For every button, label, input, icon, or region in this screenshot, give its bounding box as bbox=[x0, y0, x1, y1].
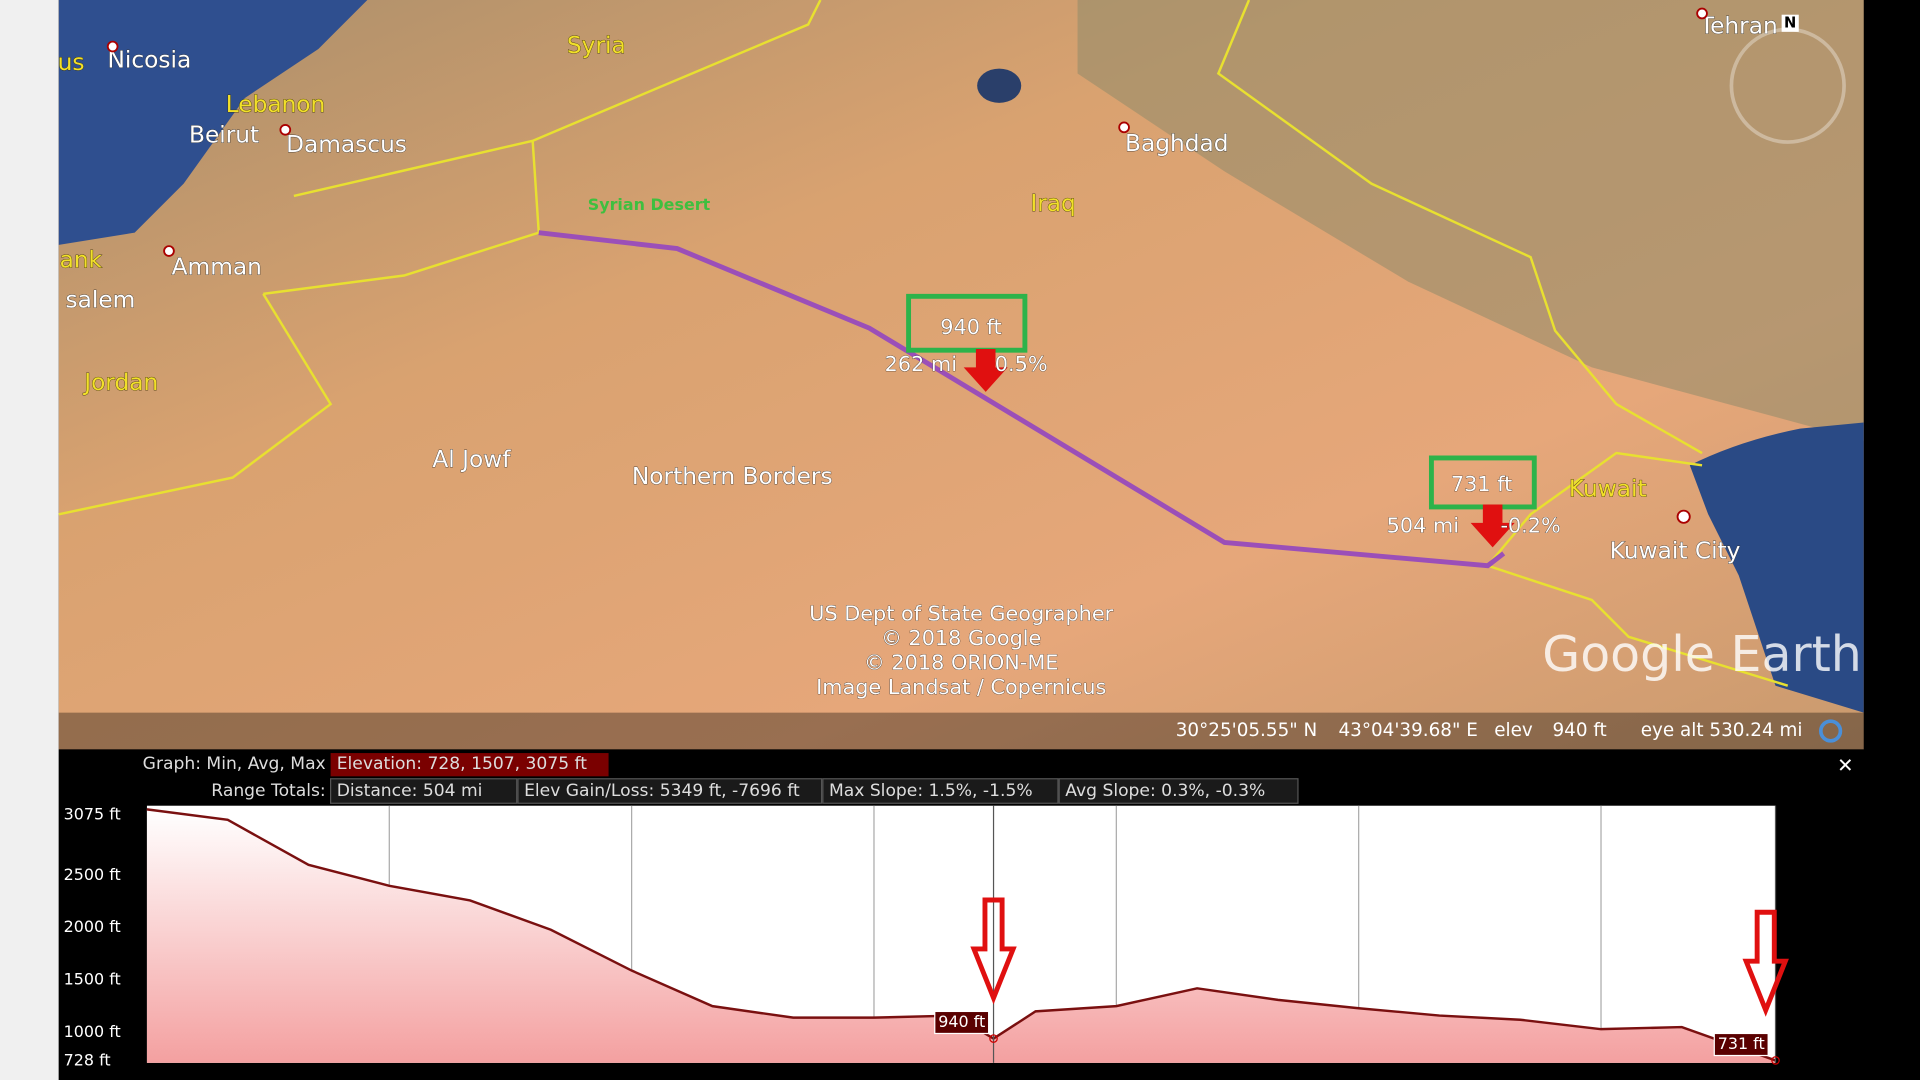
logo: Google Earth bbox=[1542, 626, 1862, 683]
route-path[interactable] bbox=[538, 230, 1506, 569]
place-label[interactable]: Kuwait City bbox=[1609, 537, 1741, 565]
status-lat: 30°25'05.55" N bbox=[1176, 720, 1318, 741]
marker-arrow bbox=[970, 897, 1017, 1005]
place-label[interactable]: Amman bbox=[171, 253, 262, 281]
callout-arrow bbox=[1470, 504, 1515, 548]
callout-elevation: 940 ft bbox=[940, 315, 1001, 339]
place-label[interactable]: Northern Borders bbox=[632, 463, 833, 491]
status-bar bbox=[58, 712, 1864, 750]
terrain-north bbox=[1077, 0, 1864, 441]
attribution-line: Image Landsat / Copernicus bbox=[816, 675, 1106, 699]
y-tick-label: 2000 ft bbox=[64, 917, 121, 936]
place-label[interactable]: Jordan bbox=[82, 368, 159, 396]
callout-arrow bbox=[963, 348, 1008, 392]
status-elev: 940 ft bbox=[1552, 720, 1606, 741]
persian-gulf bbox=[1689, 422, 1864, 713]
place-label[interactable]: Damascus bbox=[286, 131, 408, 159]
marker-point bbox=[989, 1034, 998, 1043]
place-label[interactable]: us bbox=[57, 49, 85, 77]
marker-label: 731 ft bbox=[1718, 1034, 1765, 1053]
status-eye-alt: eye alt 530.24 mi bbox=[1641, 720, 1803, 741]
callout-slope: -0.2% bbox=[1500, 514, 1560, 538]
place-label[interactable]: Nicosia bbox=[107, 46, 192, 74]
lake bbox=[977, 68, 1022, 103]
y-tick-label: 2500 ft bbox=[64, 865, 121, 884]
place-label[interactable]: Lebanon bbox=[225, 90, 326, 118]
place-label[interactable]: ank bbox=[59, 246, 103, 274]
stats-elevation: Elevation: 728, 1507, 3075 ft bbox=[337, 754, 588, 774]
place-label[interactable]: Iraq bbox=[1030, 190, 1076, 218]
marker-label: 940 ft bbox=[938, 1012, 985, 1031]
place-labels: Syria us Nicosia Lebanon Beirut Damascus Syria… bbox=[57, 12, 1778, 565]
range-boxes bbox=[330, 778, 1299, 804]
y-tick-label: 1000 ft bbox=[64, 1022, 121, 1041]
place-label[interactable]: Baghdad bbox=[1125, 130, 1229, 158]
callout-slope: 0.5% bbox=[995, 352, 1048, 376]
callout-distance: 262 mi bbox=[885, 352, 957, 376]
callout-distance: 504 mi bbox=[1387, 514, 1459, 538]
attribution: US Dept of State Geographer© 2018 Google… bbox=[809, 601, 1114, 699]
marker-point bbox=[1771, 1056, 1780, 1065]
range-label: Range Totals: bbox=[211, 781, 325, 801]
place-label[interactable]: Beirut bbox=[189, 121, 260, 149]
compass-badge[interactable] bbox=[1781, 14, 1799, 32]
mediterranean-sea bbox=[58, 0, 368, 245]
range-max-slope: Max Slope: 1.5%, -1.5% bbox=[829, 781, 1033, 801]
y-tick-label: 728 ft bbox=[64, 1050, 111, 1069]
attribution-line: © 2018 ORION-ME bbox=[864, 651, 1058, 675]
left-panel bbox=[0, 0, 59, 1080]
callout-box bbox=[906, 293, 1028, 353]
place-label[interactable]: Kuwait bbox=[1569, 475, 1647, 503]
y-tick-label: 3075 ft bbox=[64, 805, 121, 824]
range-avg-slope: Avg Slope: 0.3%, -0.3% bbox=[1065, 781, 1265, 801]
place-label[interactable]: salem bbox=[65, 286, 136, 314]
attribution-line: © 2018 Google bbox=[881, 626, 1041, 650]
close-button[interactable]: ✕ bbox=[1837, 754, 1853, 777]
compass-letter[interactable]: N bbox=[1784, 14, 1796, 31]
range-distance: Distance: 504 mi bbox=[337, 781, 483, 801]
nav-control[interactable] bbox=[1729, 27, 1846, 144]
status-elev-label: elev bbox=[1494, 720, 1533, 741]
y-tick-label: 1500 ft bbox=[64, 969, 121, 988]
attribution-line: US Dept of State Geographer bbox=[809, 602, 1113, 626]
place-label[interactable]: Tehran bbox=[1698, 12, 1778, 40]
marker-tag bbox=[934, 1010, 990, 1035]
place-label[interactable]: Syrian Desert bbox=[588, 195, 711, 214]
marker-tag bbox=[1713, 1032, 1769, 1057]
marker-arrow bbox=[1742, 909, 1789, 1017]
place-label[interactable]: Al Jowf bbox=[432, 446, 512, 474]
place-label[interactable]: Syria bbox=[567, 32, 627, 60]
loading-indicator bbox=[1818, 719, 1843, 743]
place-pins bbox=[106, 7, 1708, 524]
status-lon: 43°04'39.68" E bbox=[1338, 720, 1477, 741]
range-gain-loss: Elev Gain/Loss: 5349 ft, -7696 ft bbox=[524, 781, 800, 801]
stats-box bbox=[330, 753, 609, 777]
stats-label: Graph: Min, Avg, Max bbox=[143, 754, 326, 774]
profile: 3075 ft 2500 ft 2000 ft 1500 ft 1000 ft 728 f… bbox=[64, 805, 1789, 1069]
profile-area bbox=[146, 809, 1776, 1063]
callout-elevation: 731 ft bbox=[1451, 472, 1512, 496]
